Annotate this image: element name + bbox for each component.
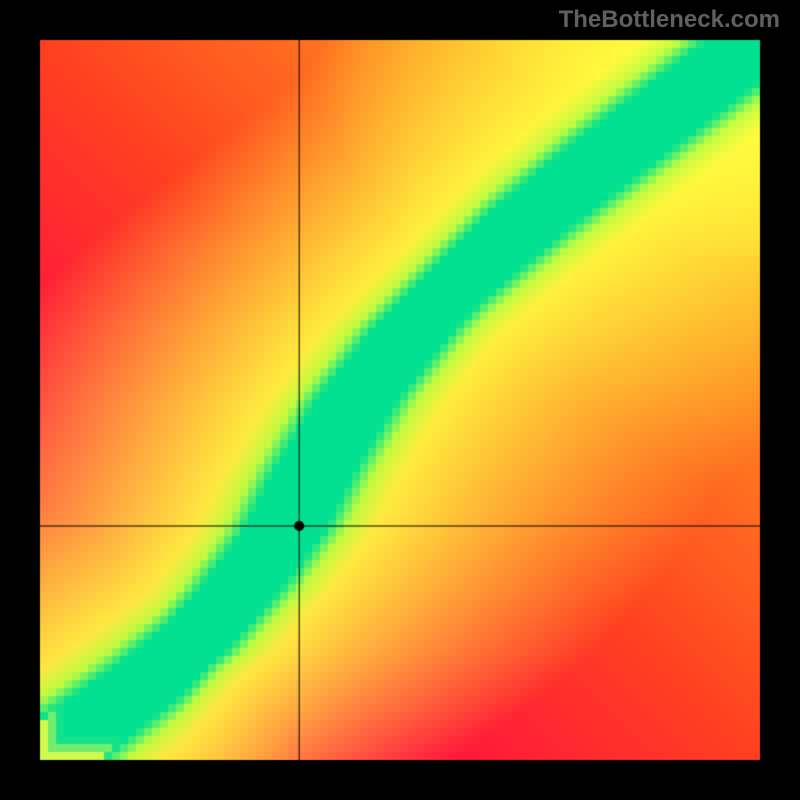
watermark-text: TheBottleneck.com: [559, 6, 780, 34]
chart-container: TheBottleneck.com: [0, 0, 800, 800]
heatmap-canvas: [0, 0, 800, 800]
